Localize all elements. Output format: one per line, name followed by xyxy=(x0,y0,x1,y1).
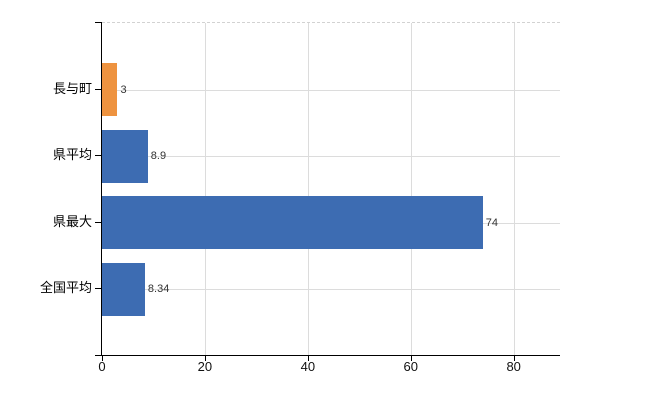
bar-value-label: 8.9 xyxy=(150,150,167,163)
x-tick-label: 0 xyxy=(98,359,106,374)
category-label: 全国平均 xyxy=(39,280,92,296)
y-axis-tick xyxy=(95,88,102,90)
y-axis-tick xyxy=(95,288,102,290)
y-axis-tick xyxy=(95,155,102,157)
vertical-gridline xyxy=(410,23,412,356)
x-axis-tick xyxy=(102,356,103,361)
vertical-gridline xyxy=(513,23,515,356)
bar xyxy=(102,196,483,250)
vertical-gridline xyxy=(307,23,309,356)
bar-value-label: 74 xyxy=(485,216,499,229)
bar xyxy=(102,262,145,316)
vertical-gridline xyxy=(204,23,206,356)
horizontal-gridline xyxy=(102,289,560,291)
x-tick-label: 20 xyxy=(197,359,213,374)
bar-value-label: 8.34 xyxy=(147,283,170,296)
category-label: 県平均 xyxy=(52,147,92,163)
x-axis-tick xyxy=(513,356,515,361)
plot-area: 3 8.9 74 8.34 xyxy=(102,22,560,356)
x-tick-label: 80 xyxy=(506,359,521,374)
x-tick-label: 60 xyxy=(403,359,418,374)
y-axis-line xyxy=(101,22,102,356)
category-label: 県最大 xyxy=(52,213,92,229)
x-axis-line xyxy=(95,355,560,356)
x-axis-tick xyxy=(410,356,412,361)
x-axis-tick xyxy=(204,356,206,361)
bar-value-label: 3 xyxy=(120,83,127,96)
bar xyxy=(102,129,148,183)
y-axis-tick xyxy=(95,22,102,23)
bar xyxy=(102,63,118,117)
x-axis-tick xyxy=(307,356,309,361)
horizontal-gridline xyxy=(102,89,560,91)
y-axis-tick xyxy=(95,221,102,223)
horizontal-gridline xyxy=(102,156,560,158)
x-tick-label: 40 xyxy=(300,359,316,374)
category-label: 長与町 xyxy=(52,80,92,96)
